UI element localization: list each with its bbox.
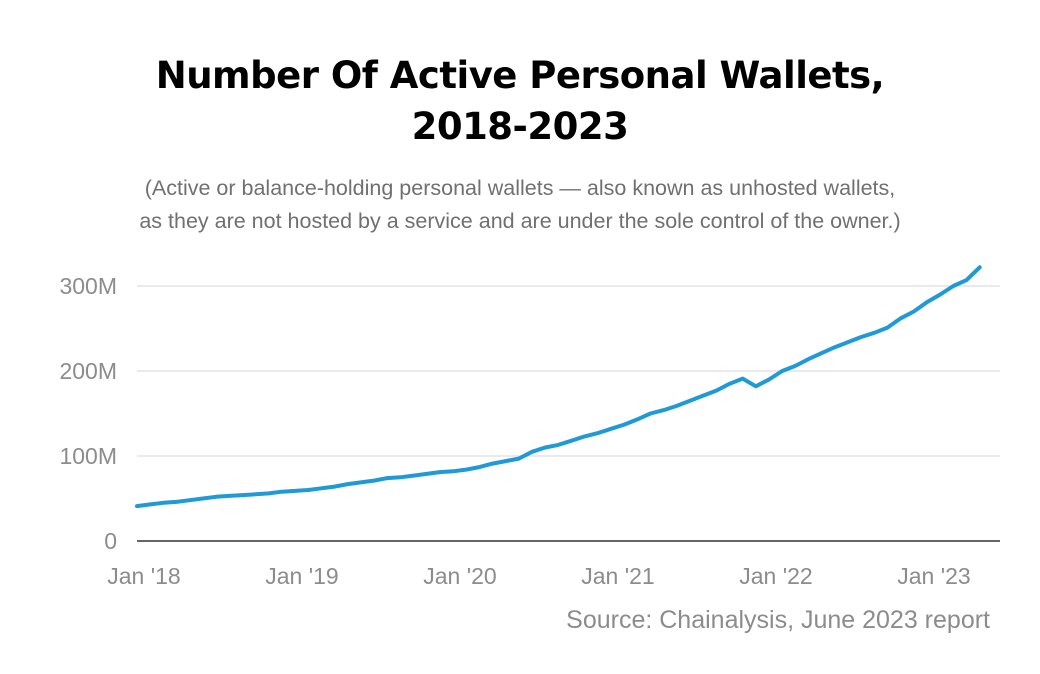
- x-tick-label: Jan '23: [897, 563, 970, 589]
- x-tick-label: Jan '19: [265, 563, 338, 589]
- chart-subtitle: (Active or balance-holding personal wall…: [0, 172, 1040, 238]
- y-tick-label: 0: [104, 528, 117, 554]
- chart-title-line-1: Number Of Active Personal Wallets,: [155, 54, 885, 97]
- x-axis-tick-labels: Jan '18 Jan '19 Jan '20 Jan '21 Jan '22 Jan '…: [107, 563, 970, 589]
- series-layer: [135, 265, 982, 509]
- chart-title: Number Of Active Personal Wallets, 2018-…: [0, 50, 1040, 152]
- x-tick-label: Jan '20: [423, 563, 496, 589]
- chart-subtitle-line-1: (Active or balance-holding personal wall…: [144, 176, 896, 200]
- chart-subtitle-line-2: as they are not hosted by a service and …: [139, 209, 901, 233]
- chart-source: Source: Chainalysis, June 2023 report: [566, 606, 990, 634]
- x-tick-label: Jan '21: [581, 563, 654, 589]
- y-tick-label: 100M: [59, 443, 117, 469]
- x-tick-label: Jan '22: [739, 563, 812, 589]
- chart-title-line-2: 2018-2023: [411, 105, 629, 148]
- y-tick-label: 300M: [59, 273, 117, 299]
- series-line-0: [135, 265, 982, 509]
- y-tick-label: 200M: [59, 358, 117, 384]
- gridlines: [137, 285, 1000, 457]
- y-axis-tick-labels: 0 100M 200M 300M: [59, 273, 117, 554]
- x-tick-label: Jan '18: [107, 563, 180, 589]
